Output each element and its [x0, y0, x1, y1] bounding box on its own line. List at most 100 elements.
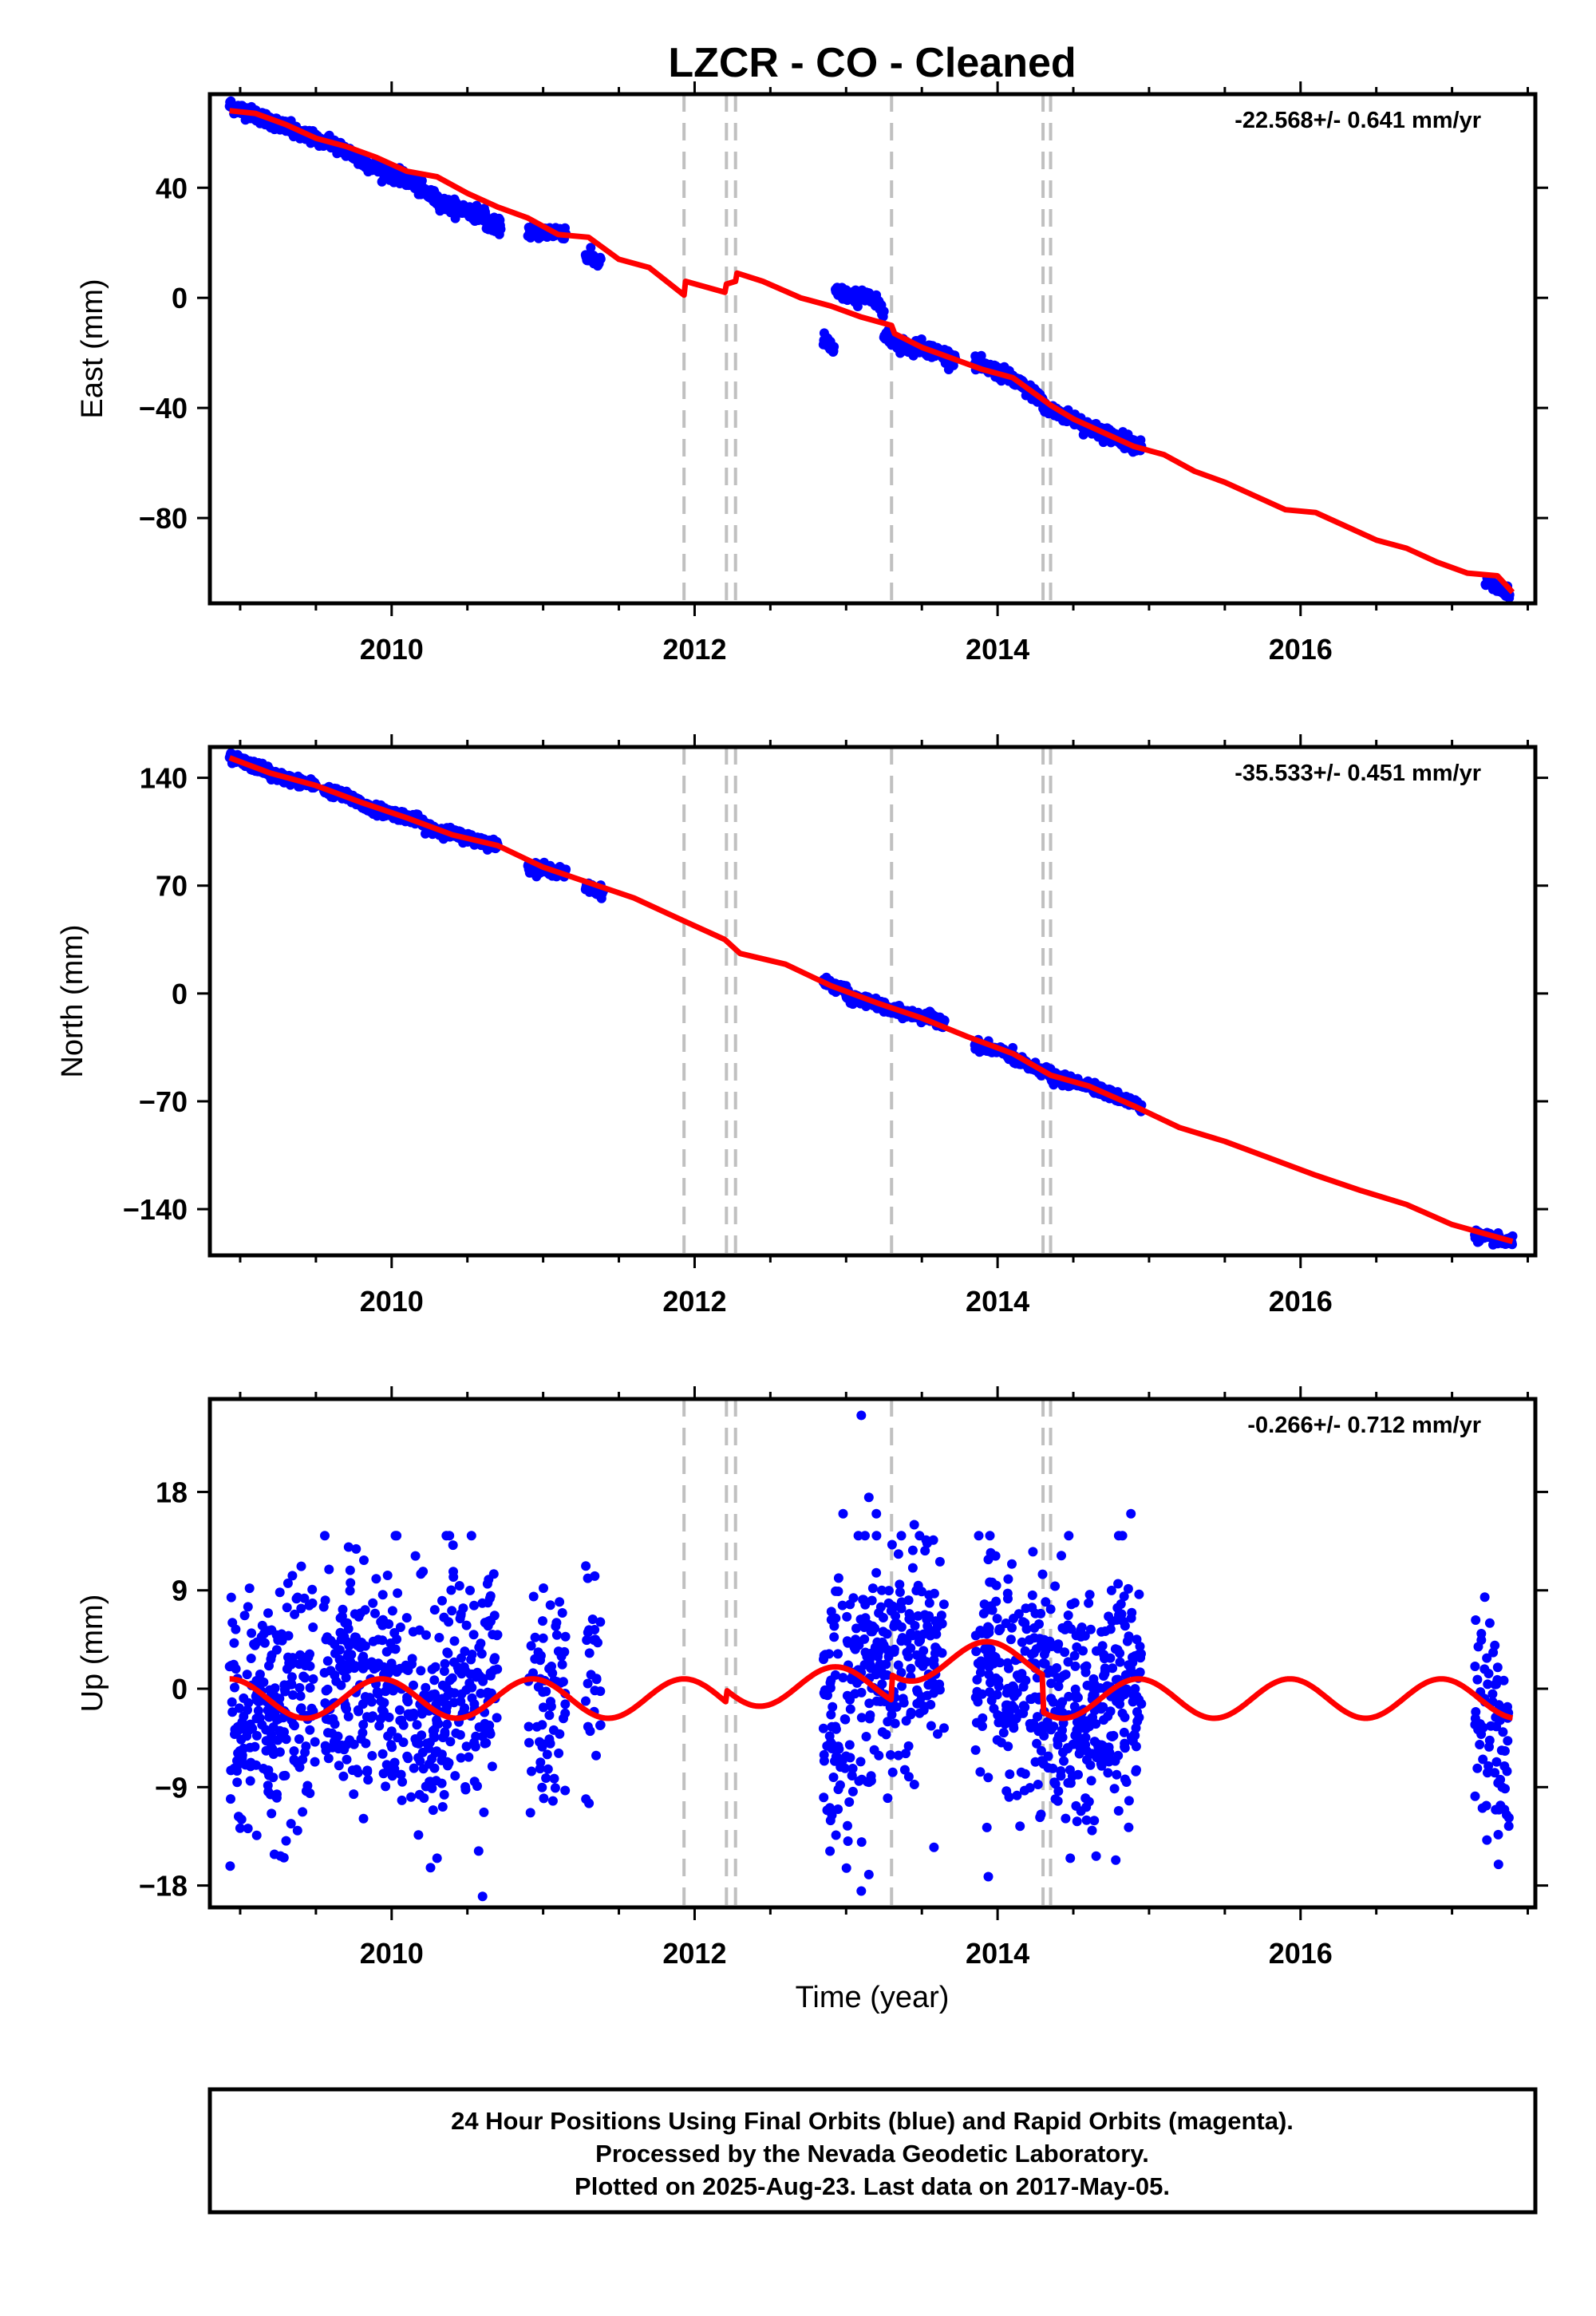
data-point	[416, 1569, 426, 1579]
data-point	[1086, 1776, 1096, 1786]
data-point	[833, 1587, 843, 1596]
data-point	[833, 1573, 843, 1583]
data-point	[974, 1531, 984, 1541]
data-point	[523, 1721, 534, 1732]
data-point	[1482, 1653, 1492, 1663]
data-point	[819, 1756, 829, 1766]
data-point	[1029, 1633, 1039, 1643]
data-point	[305, 1649, 314, 1659]
data-point	[1012, 1790, 1022, 1800]
data-point	[239, 1711, 249, 1721]
data-point	[259, 1677, 269, 1687]
data-point	[469, 1777, 480, 1787]
data-point	[538, 1687, 548, 1697]
data-point	[360, 1605, 370, 1615]
data-point	[308, 1622, 318, 1632]
plot-frame	[207, 92, 1538, 606]
y-tick-label: 0	[172, 1673, 188, 1705]
data-point	[824, 1649, 834, 1659]
data-point	[318, 1602, 329, 1612]
data-point	[1030, 1608, 1041, 1618]
data-point	[1005, 1769, 1015, 1780]
data-point	[1066, 1599, 1077, 1610]
data-point	[527, 1766, 536, 1777]
data-point	[845, 1704, 855, 1714]
data-point	[986, 1678, 995, 1688]
data-point	[925, 1630, 935, 1641]
data-point	[544, 1663, 555, 1674]
data-point	[1078, 1646, 1088, 1656]
footer-box	[207, 2087, 1538, 2215]
data-point	[827, 1744, 837, 1753]
data-point	[418, 1764, 429, 1774]
data-point	[1025, 1723, 1036, 1733]
data-point	[479, 1807, 489, 1817]
data-point	[298, 1671, 309, 1682]
data-point	[407, 1654, 417, 1664]
data-point	[827, 1810, 837, 1820]
data-point	[1087, 1825, 1097, 1836]
data-point	[251, 1830, 262, 1840]
data-point	[1502, 1766, 1512, 1777]
data-point	[1011, 1713, 1021, 1724]
data-point	[371, 1574, 381, 1584]
data-point	[478, 1674, 488, 1684]
data-point	[358, 1728, 368, 1738]
data-point	[1130, 1651, 1140, 1661]
data-point	[877, 1679, 887, 1690]
data-point	[263, 1780, 273, 1791]
data-point	[334, 1744, 344, 1754]
y-tick-label: 0	[172, 978, 188, 1010]
data-point	[863, 1869, 874, 1879]
data-point	[906, 1663, 916, 1674]
data-point	[1124, 1631, 1134, 1642]
data-point	[323, 1728, 333, 1738]
data-point	[421, 1630, 431, 1640]
data-point	[244, 1583, 255, 1594]
data-point	[1472, 1674, 1483, 1685]
data-point	[828, 1773, 839, 1782]
data-point	[437, 1595, 447, 1606]
data-point	[867, 1626, 878, 1637]
data-point	[456, 1753, 466, 1763]
data-point	[559, 1646, 570, 1657]
data-point	[299, 1593, 310, 1603]
data-point	[590, 1686, 600, 1696]
data-point	[976, 350, 986, 361]
y-axis-label: North (mm)	[56, 924, 89, 1077]
data-point	[991, 1596, 1001, 1607]
data-point	[330, 1648, 340, 1658]
data-point	[485, 1591, 496, 1601]
data-point	[1072, 1816, 1082, 1827]
data-point	[537, 1741, 547, 1752]
data-point	[838, 1673, 848, 1683]
data-point	[867, 1583, 878, 1594]
data-point	[1009, 1614, 1018, 1623]
data-point	[1472, 1763, 1483, 1773]
model-line	[228, 1638, 1515, 1721]
data-point	[1499, 1746, 1510, 1756]
data-point	[251, 1730, 262, 1741]
data-point	[844, 1740, 855, 1750]
data-point	[394, 1705, 405, 1715]
data-point	[1470, 1791, 1480, 1801]
data-point	[376, 1617, 386, 1627]
data-point	[881, 1729, 891, 1740]
data-point	[546, 1701, 556, 1712]
data-point	[1003, 1574, 1013, 1584]
data-point	[903, 1741, 914, 1751]
data-point	[1053, 1786, 1064, 1796]
data-point	[447, 1606, 457, 1616]
data-point	[275, 1747, 285, 1757]
data-point	[439, 1666, 449, 1676]
data-point	[541, 1773, 551, 1783]
data-point	[939, 1723, 949, 1733]
data-point	[345, 1565, 355, 1575]
data-point	[1071, 1693, 1081, 1703]
x-tick-label: 2016	[1269, 1937, 1333, 1970]
data-point	[881, 1659, 891, 1670]
data-point	[304, 1600, 314, 1611]
data-point	[480, 1738, 490, 1749]
data-point	[307, 1584, 318, 1595]
data-point	[1097, 1641, 1108, 1651]
